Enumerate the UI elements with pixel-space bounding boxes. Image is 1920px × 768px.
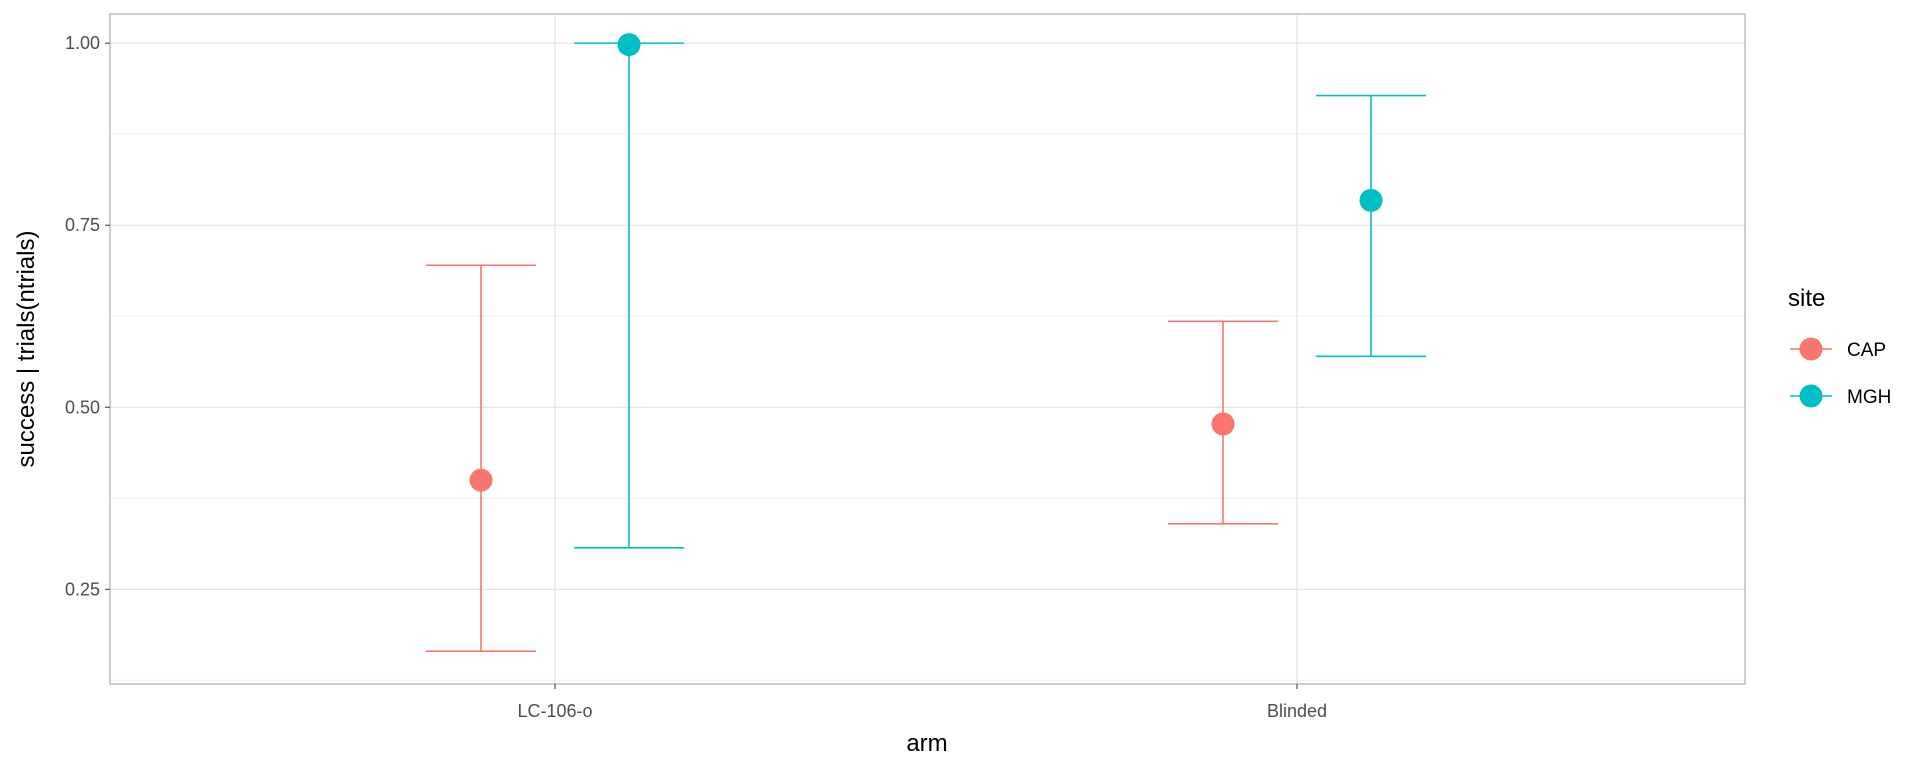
series-mgh (574, 33, 1426, 549)
y-tick-label: 0.75 (65, 215, 100, 235)
y-tick-label: 1.00 (65, 33, 100, 53)
y-axis-title: success | trials(ntrials) (13, 231, 40, 468)
legend-keys: CAP MGH (1790, 337, 1891, 408)
panel-border (109, 13, 1746, 685)
legend-key-point (1799, 384, 1823, 408)
x-axis: LC-106-o Blinded (517, 684, 1327, 721)
y-tick-label: 0.50 (65, 397, 100, 417)
y-axis: 0.25 0.50 0.75 1.00 (65, 33, 110, 599)
legend-label: CAP (1847, 340, 1886, 361)
legend-key-point (1799, 337, 1823, 361)
legend-key-mgh: MGH (1790, 384, 1891, 408)
data-point (1359, 188, 1383, 212)
x-tick-label: Blinded (1267, 701, 1327, 721)
data-point (469, 468, 493, 492)
legend-label: MGH (1847, 387, 1891, 408)
x-axis-title: arm (906, 730, 947, 757)
legend: site CAP MGH (1788, 285, 1891, 408)
series-cap (426, 264, 1278, 653)
y-tick-label: 0.25 (65, 579, 100, 599)
legend-key-cap: CAP (1790, 337, 1886, 361)
grid (110, 14, 1745, 684)
panel-background (110, 14, 1745, 684)
legend-title: site (1788, 285, 1825, 312)
plot-marks (426, 33, 1426, 653)
data-point (1211, 412, 1235, 436)
data-point (617, 33, 641, 57)
x-tick-label: LC-106-o (517, 701, 592, 721)
